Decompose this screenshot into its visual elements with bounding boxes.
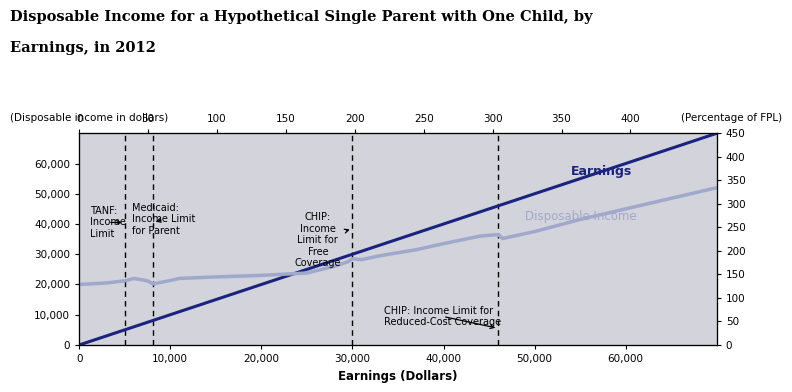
Text: (Percentage of FPL): (Percentage of FPL)	[681, 113, 782, 123]
Text: Earnings: Earnings	[571, 165, 632, 178]
Text: TANF:
Income
Limit: TANF: Income Limit	[90, 206, 126, 239]
Text: (Disposable income in dollars): (Disposable income in dollars)	[10, 113, 168, 123]
Text: Earnings, in 2012: Earnings, in 2012	[10, 41, 155, 55]
X-axis label: Earnings (Dollars): Earnings (Dollars)	[338, 370, 458, 383]
Text: CHIP:
Income
Limit for
Free
Coverage: CHIP: Income Limit for Free Coverage	[295, 212, 348, 268]
Text: CHIP: Income Limit for
Reduced-Cost Coverage: CHIP: Income Limit for Reduced-Cost Cove…	[384, 306, 501, 328]
Text: Medicaid:
Income Limit
for Parent: Medicaid: Income Limit for Parent	[132, 203, 196, 236]
Text: Disposable Income: Disposable Income	[526, 210, 637, 223]
Text: Disposable Income for a Hypothetical Single Parent with One Child, by: Disposable Income for a Hypothetical Sin…	[10, 10, 592, 24]
